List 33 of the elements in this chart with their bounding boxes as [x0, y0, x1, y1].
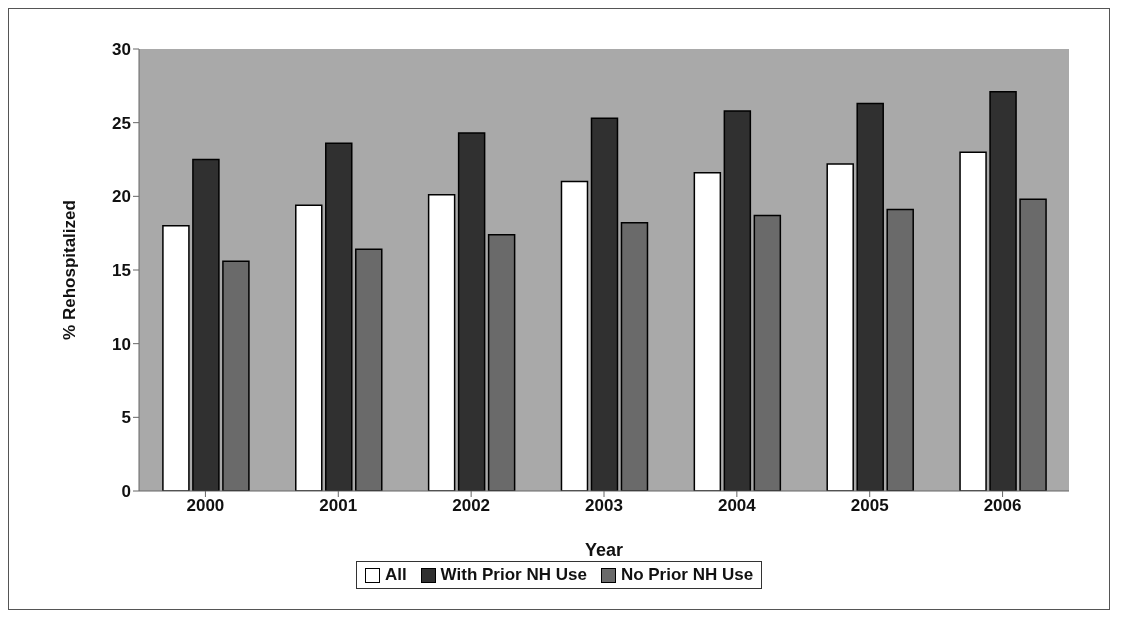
x-tick-label: 2001 [319, 496, 358, 516]
y-axis-title: % Rehospitalized [60, 200, 80, 340]
bar [959, 151, 987, 491]
y-tick-label: 20 [112, 187, 131, 207]
x-tick-label: 2002 [452, 496, 491, 516]
legend-label: No Prior NH Use [620, 565, 754, 585]
y-tick-label: 5 [121, 408, 131, 428]
x-tick-label: 2006 [983, 496, 1022, 516]
x-tick-label: 2003 [585, 496, 623, 516]
y-tick-label: 10 [112, 334, 131, 354]
bar [693, 172, 722, 491]
y-tick-label: 30 [112, 40, 131, 60]
bar [560, 180, 589, 491]
bar [856, 102, 884, 491]
bar [295, 204, 323, 491]
x-axis-title: Year [584, 540, 624, 560]
y-tick-label: 25 [112, 113, 131, 133]
bar [723, 110, 752, 491]
x-tick-label: 2004 [717, 496, 757, 516]
bar [826, 163, 854, 491]
bar [989, 90, 1017, 491]
bar [192, 158, 220, 491]
x-tick-label: 2005 [850, 496, 889, 516]
bar [427, 194, 456, 491]
y-tick-label: 15 [112, 261, 131, 281]
y-tick-label: 0 [121, 482, 131, 502]
bar [590, 117, 619, 491]
bar [457, 132, 486, 491]
bar [162, 225, 190, 491]
bar [325, 142, 353, 491]
legend-label: With Prior NH Use [440, 565, 587, 585]
legend-label: All [384, 565, 407, 585]
x-tick-label: 2000 [186, 496, 225, 516]
